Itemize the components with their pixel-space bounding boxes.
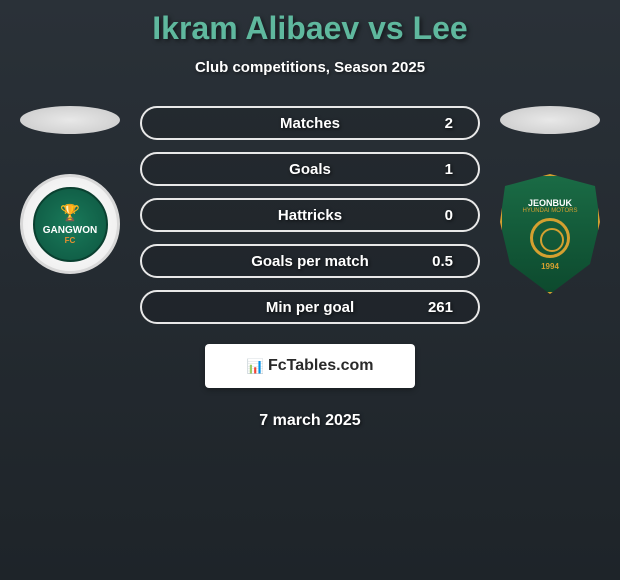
stat-bar-hattricks: Hattricks 0	[140, 198, 480, 232]
brand-label: FcTables.com	[268, 357, 374, 375]
logo-gangwon-inner: 🏆 GANGWON FC	[33, 187, 108, 262]
stat-bar-goals: Goals 1	[140, 152, 480, 186]
stat-label: Goals per match	[251, 253, 369, 270]
swirl-icon	[530, 218, 570, 258]
stat-label: Hattricks	[278, 207, 342, 224]
stat-bar-matches: Matches 2	[140, 106, 480, 140]
stats-area: 🏆 GANGWON FC Matches 2 Goals 1 Hattricks…	[0, 106, 620, 324]
page-subtitle: Club competitions, Season 2025	[0, 59, 620, 76]
ellipse-shadow-right	[500, 106, 600, 134]
brand-box[interactable]: 📊 FcTables.com	[205, 344, 415, 388]
logo-gangwon-name: GANGWON	[43, 225, 97, 236]
main-container: Ikram Alibaev vs Lee Club competitions, …	[0, 0, 620, 580]
stat-value: 0.5	[413, 253, 453, 270]
ellipse-shadow-left	[20, 106, 120, 134]
stat-bar-min-per-goal: Min per goal 261	[140, 290, 480, 324]
brand-text: 📊 FcTables.com	[247, 357, 374, 375]
team-left-column: 🏆 GANGWON FC	[10, 106, 130, 274]
stat-label: Matches	[280, 115, 340, 132]
stat-bar-goals-per-match: Goals per match 0.5	[140, 244, 480, 278]
stat-value: 0	[413, 207, 453, 224]
stat-label: Min per goal	[266, 299, 354, 316]
logo-jeonbuk-shield: JEONBUK HYUNDAI MOTORS 1994	[500, 174, 600, 294]
logo-jeonbuk-sub: HYUNDAI MOTORS	[523, 208, 578, 214]
logo-gangwon-sub: FC	[65, 236, 76, 245]
logo-jeonbuk-year: 1994	[541, 262, 559, 271]
stat-value: 261	[413, 299, 453, 316]
stat-value: 1	[413, 161, 453, 178]
stat-label: Goals	[289, 161, 331, 178]
team-right-column: JEONBUK HYUNDAI MOTORS 1994	[490, 106, 610, 294]
team-logo-jeonbuk: JEONBUK HYUNDAI MOTORS 1994	[500, 174, 600, 294]
date-text: 7 march 2025	[0, 412, 620, 430]
page-title: Ikram Alibaev vs Lee	[0, 10, 620, 47]
chart-icon: 📊	[247, 358, 264, 375]
team-logo-gangwon: 🏆 GANGWON FC	[20, 174, 120, 274]
logo-jeonbuk-name: JEONBUK	[528, 198, 572, 208]
trophy-icon: 🏆	[60, 203, 80, 223]
stats-column: Matches 2 Goals 1 Hattricks 0 Goals per …	[140, 106, 480, 324]
stat-value: 2	[413, 115, 453, 132]
